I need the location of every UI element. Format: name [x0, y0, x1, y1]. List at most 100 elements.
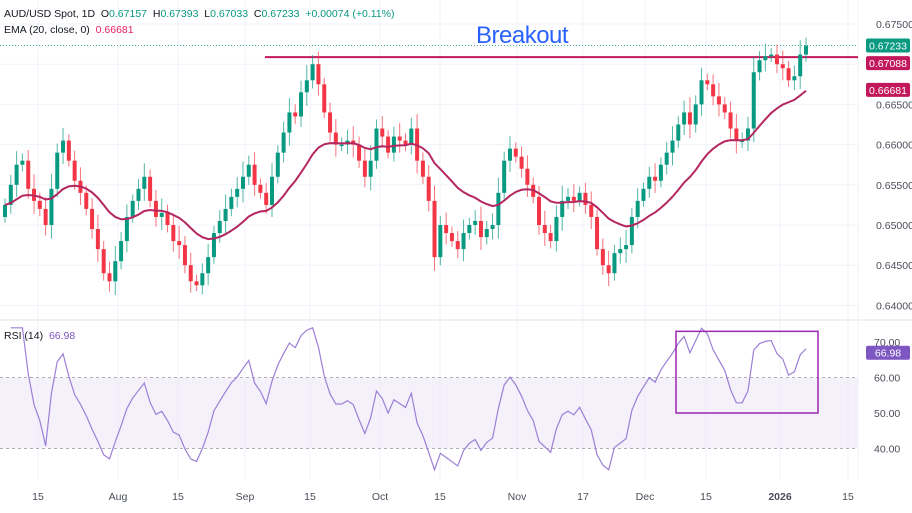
candle-up	[490, 225, 495, 230]
candle-down	[264, 192, 269, 205]
candle-down	[774, 54, 779, 65]
rsi-tag-value: 66.98	[875, 348, 901, 360]
candle-up	[658, 164, 663, 181]
candle-up	[229, 196, 234, 209]
candle-down	[101, 249, 106, 274]
candle-up	[206, 257, 211, 274]
candle-up	[554, 216, 559, 242]
time-tick-label: Sep	[236, 491, 255, 503]
candle-down	[165, 212, 170, 225]
candle-down	[66, 140, 71, 161]
time-tick-label: 2026	[768, 491, 792, 503]
time-tick-label: 15	[304, 491, 316, 503]
price-tag	[866, 38, 910, 53]
candle-down	[194, 281, 199, 286]
price-tick-label: 0.66000	[876, 140, 912, 152]
rsi-tick-label: 50.00	[874, 408, 900, 420]
high-value: 0.67393	[160, 8, 199, 20]
candle-up	[629, 216, 634, 246]
candle-down	[711, 84, 716, 97]
candle-up	[246, 164, 251, 177]
candle-up	[507, 148, 512, 161]
candle-up	[55, 152, 60, 189]
rsi-tick-label: 40.00	[874, 444, 900, 456]
open-value: 0.67157	[109, 8, 148, 20]
rsi-value-text: 66.98	[48, 330, 76, 342]
candle-up	[763, 56, 768, 61]
close-label: C	[253, 8, 262, 20]
candle-up	[618, 249, 623, 254]
time-tick-label: 15	[700, 491, 712, 503]
candle-up	[566, 196, 571, 201]
candle-up	[467, 225, 472, 234]
candle-down	[322, 84, 327, 113]
candle-up	[664, 152, 669, 165]
candle-down	[444, 225, 449, 234]
candle-up	[641, 188, 646, 201]
candle-up	[670, 140, 675, 153]
price-tick-label: 0.64000	[876, 300, 912, 312]
candle-down	[380, 128, 385, 137]
candle-up	[751, 72, 756, 129]
candle-down	[432, 200, 437, 258]
candle-up	[577, 192, 582, 201]
candle-down	[455, 241, 460, 250]
candle-up	[560, 200, 565, 217]
candle-down	[426, 176, 431, 201]
candle-down	[420, 160, 425, 177]
ema-value: 0.66681	[95, 24, 134, 36]
candle-down	[537, 196, 541, 225]
rsi-line	[10, 326, 807, 472]
price-tick-label: 0.65000	[876, 220, 912, 232]
candle-up	[211, 233, 216, 258]
candle-down	[107, 273, 112, 282]
candle-up	[792, 76, 797, 81]
price-tick-label: 0.65500	[876, 180, 912, 192]
candle-down	[600, 249, 605, 266]
candle-up	[804, 45, 808, 55]
time-tick-label: 15	[434, 491, 446, 503]
candle-up	[740, 140, 745, 143]
candle-up	[130, 200, 135, 217]
candle-down	[328, 112, 333, 133]
candle-down	[716, 96, 721, 105]
candle-down	[403, 140, 408, 145]
time-tick-label: Dec	[636, 491, 655, 503]
candle-down	[252, 164, 257, 185]
ema-line	[4, 89, 807, 241]
candle-down	[571, 196, 576, 201]
time-tick-label: Oct	[372, 491, 388, 503]
candle-up	[647, 176, 652, 189]
candle-down	[171, 225, 176, 242]
candle-up	[699, 80, 704, 105]
time-tick-label: Nov	[508, 491, 527, 503]
candle-up	[461, 233, 466, 250]
candle-up	[217, 220, 222, 234]
time-tick-label: Aug	[109, 491, 128, 503]
candle-up	[391, 136, 396, 153]
candle-up	[8, 184, 13, 205]
time-tick-label: 15	[842, 491, 854, 503]
candle-up	[682, 112, 687, 125]
candle-up	[287, 112, 292, 133]
candle-down	[293, 112, 298, 117]
candle-down	[519, 156, 524, 169]
candle-up	[769, 54, 774, 57]
candle-up	[745, 128, 750, 141]
candle-up	[119, 241, 124, 262]
candle-up	[49, 188, 54, 225]
candle-down	[780, 64, 785, 69]
candle-down	[542, 225, 547, 234]
candle-up	[438, 225, 443, 258]
candle-up	[113, 261, 118, 282]
close-value: 0.67233	[261, 8, 300, 20]
candle-down	[583, 192, 588, 205]
candle-down	[722, 104, 727, 113]
candle-up	[635, 200, 640, 217]
candle-up	[473, 220, 478, 225]
candle-up	[496, 192, 501, 225]
time-tick-label: 15	[32, 491, 44, 503]
rsi-label: RSI (14)	[4, 330, 44, 342]
candle-down	[90, 208, 95, 230]
